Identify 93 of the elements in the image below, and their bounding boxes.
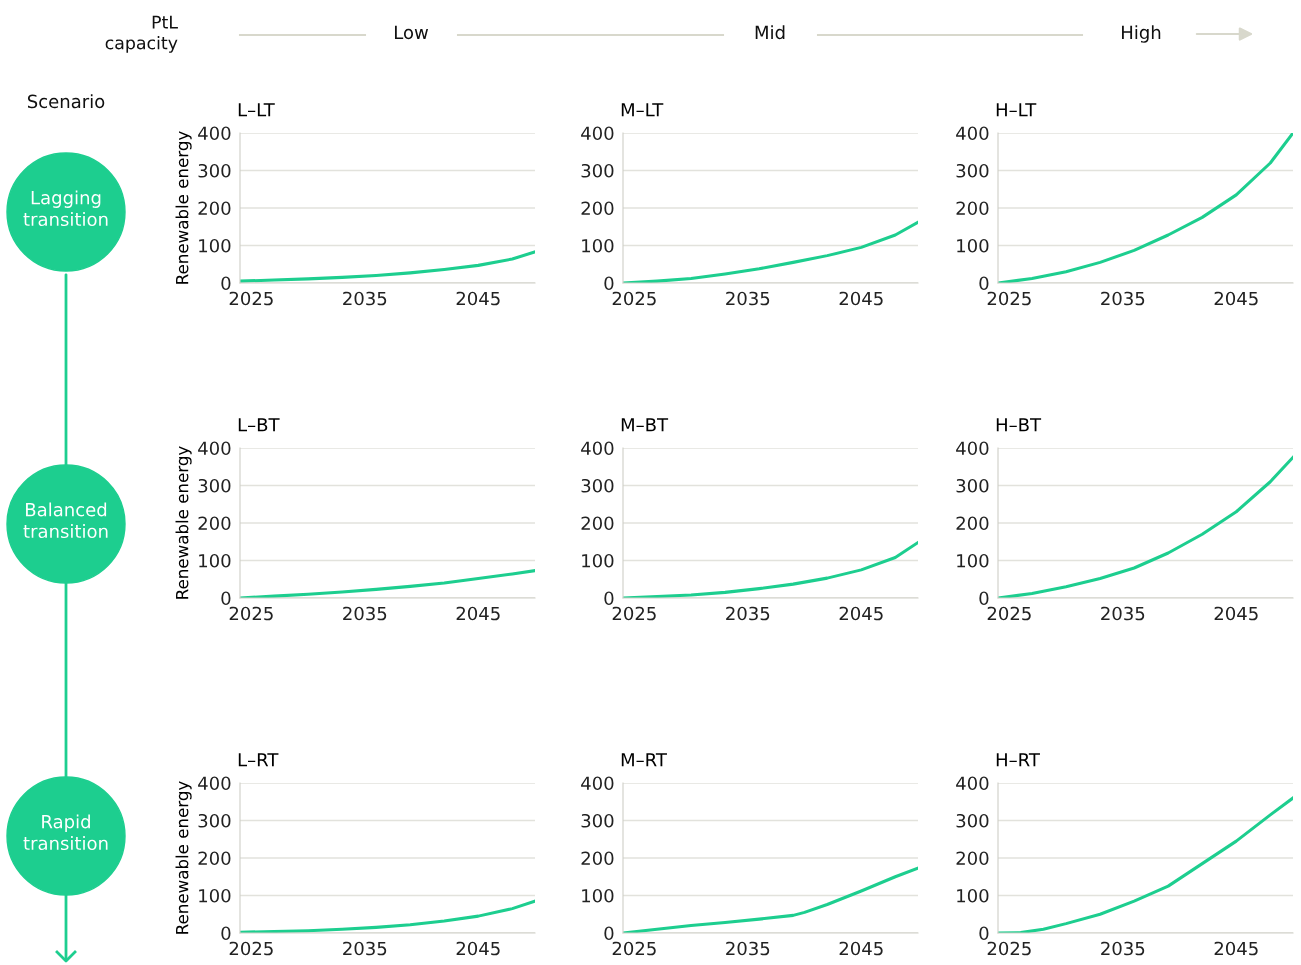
text: Low [394,25,429,40]
x-tick-label: 2045 [1214,941,1258,956]
x-tick-label: 2035 [726,291,770,306]
x-tick-label: 2035 [343,606,387,621]
line-series [998,133,1293,283]
y-tick-label: 200 [581,851,614,866]
y-tick-label: 400 [956,126,989,141]
y-tick-label: 400 [198,776,231,791]
x-tick-label: 2035 [343,941,387,956]
chart-title: M–RT [621,753,667,767]
y-tick-label: 0 [604,591,614,606]
x-tick-label: 2035 [726,606,770,621]
y-tick-label: 200 [956,851,989,866]
y-tick-label: 100 [582,553,614,568]
y-tick-label: 100 [199,888,231,903]
x-tick-label: 2025 [987,941,1031,956]
chart-title: L–RT [238,753,279,767]
text: PtL capacity [105,15,178,53]
x-tick-label: 2045 [1214,291,1258,306]
y-tick-label: 100 [582,238,614,253]
x-tick-label: 2045 [456,291,500,306]
y-tick-label: 100 [957,553,989,568]
x-tick-label: 2045 [456,606,500,621]
y-tick-label: 200 [198,851,231,866]
x-tick-label: 2025 [987,606,1031,621]
y-tick-label: 300 [956,163,989,178]
x-tick-label: 2035 [1101,941,1145,956]
y-tick-label: 400 [956,441,989,456]
y-axis-title: Renewable energy [175,131,192,284]
chart-title: H–RT [996,753,1040,767]
y-tick-label: 100 [957,238,989,253]
x-tick-label: 2025 [987,291,1031,306]
y-tick-label: 300 [581,163,614,178]
y-axis-title: Renewable energy [175,446,192,599]
chart-title: M–BT [621,418,669,432]
y-tick-label: 100 [199,238,231,253]
x-tick-label: 2045 [839,291,883,306]
text: Rapid transition [23,814,108,851]
chart-title: M–LT [621,103,664,117]
y-tick-label: 200 [581,516,614,531]
text: Balanced transition [23,502,108,539]
y-tick-label: 400 [198,441,231,456]
x-tick-label: 2045 [456,941,500,956]
x-tick-label: 2045 [839,606,883,621]
y-tick-label: 400 [956,776,989,791]
y-tick-label: 400 [198,126,231,141]
y-tick-label: 0 [221,276,231,291]
chart-title: L–LT [238,103,275,117]
x-tick-label: 2025 [229,291,273,306]
y-tick-label: 200 [198,201,231,216]
x-tick-label: 2025 [229,941,273,956]
x-tick-label: 2025 [612,291,656,306]
chart-title: H–BT [996,418,1042,432]
y-tick-label: 0 [979,926,989,941]
text: Mid [755,25,785,40]
y-tick-label: 200 [198,516,231,531]
y-tick-label: 100 [199,553,231,568]
y-axis-title: Renewable energy [175,781,192,934]
chart-title: L–BT [238,418,280,432]
x-tick-label: 2025 [612,941,656,956]
x-tick-label: 2035 [726,941,770,956]
x-tick-label: 2035 [1101,606,1145,621]
x-tick-label: 2035 [343,291,387,306]
y-tick-label: 0 [604,276,614,291]
y-tick-label: 100 [957,888,989,903]
y-tick-label: 0 [604,926,614,941]
y-tick-label: 300 [581,478,614,493]
y-tick-label: 200 [956,516,989,531]
x-tick-label: 2035 [1101,291,1145,306]
y-tick-label: 300 [956,813,989,828]
y-tick-label: 400 [581,126,614,141]
text: Lagging transition [23,190,108,227]
y-tick-label: 300 [198,163,231,178]
y-tick-label: 0 [221,926,231,941]
y-tick-label: 300 [581,813,614,828]
y-tick-label: 200 [956,201,989,216]
x-tick-label: 2045 [1214,606,1258,621]
y-tick-label: 300 [956,478,989,493]
y-tick-label: 100 [582,888,614,903]
y-tick-label: 400 [581,441,614,456]
x-tick-label: 2025 [612,606,656,621]
y-tick-label: 0 [979,591,989,606]
y-tick-label: 300 [198,813,231,828]
x-tick-label: 2025 [229,606,273,621]
text: High [1122,25,1161,43]
text: Scenario [27,94,105,109]
chart-title: H–LT [996,103,1037,117]
y-tick-label: 0 [221,591,231,606]
x-tick-label: 2045 [839,941,883,956]
y-tick-label: 0 [979,276,989,291]
y-tick-label: 300 [198,478,231,493]
y-tick-label: 400 [581,776,614,791]
y-tick-label: 200 [581,201,614,216]
